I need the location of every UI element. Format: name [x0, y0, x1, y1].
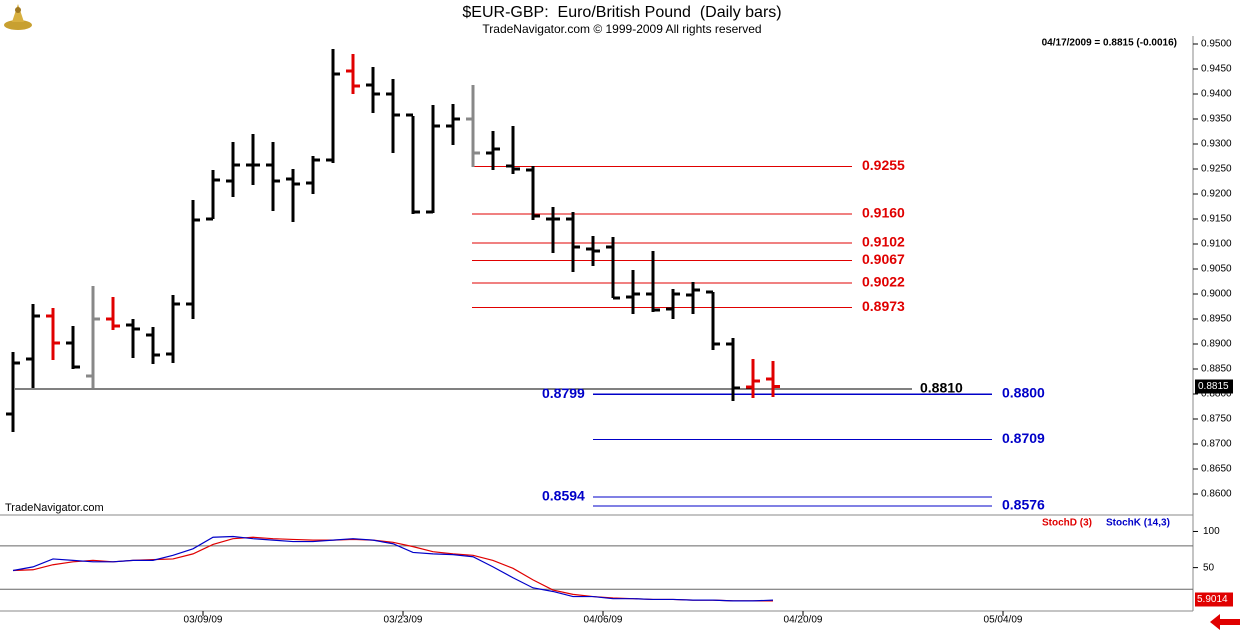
level-label: 0.9067 [862, 251, 905, 267]
y-tick-label: 0.9000 [1201, 289, 1232, 300]
x-tick-label: 03/09/09 [184, 615, 223, 626]
level-label: 0.8709 [1002, 430, 1045, 446]
level-label: 0.9102 [862, 234, 905, 250]
legend-label: StochD (3) [1042, 518, 1092, 529]
stoch-last-label: 5.9014 [1197, 594, 1228, 605]
y-tick-label: 50 [1203, 562, 1215, 573]
level-label: 0.8810 [920, 380, 963, 396]
last-price-box [1195, 379, 1233, 394]
y-tick-label: 0.9450 [1201, 64, 1232, 75]
level-label: 0.9255 [862, 157, 905, 173]
stoch-line [12, 535, 774, 602]
y-tick-label: 0.9350 [1201, 114, 1232, 125]
header-quote: 04/17/2009 = 0.8815 (-0.0016) [1042, 38, 1177, 49]
level-label: 0.8594 [542, 488, 585, 504]
chart-title: $EUR-GBP: Euro/British Pound (Daily bars… [462, 4, 781, 21]
level-label: 0.8799 [542, 385, 585, 401]
y-tick-label: 0.8600 [1201, 489, 1232, 500]
legend-label: StochK (14,3) [1106, 518, 1170, 529]
y-tick-label: 0.9500 [1201, 39, 1232, 50]
stoch-last-box [1195, 592, 1233, 607]
last-price-label: 0.8815 [1198, 381, 1229, 392]
y-tick-label: 100 [1203, 526, 1220, 537]
x-tick-label: 05/04/09 [984, 615, 1023, 626]
watermark: TradeNavigator.com [5, 502, 104, 514]
y-tick-label: 0.9400 [1201, 89, 1232, 100]
x-tick-label: 04/20/09 [784, 615, 823, 626]
logo [4, 4, 32, 30]
x-tick-label: 04/06/09 [584, 615, 623, 626]
level-label: 0.8973 [862, 298, 905, 314]
y-tick-label: 0.9050 [1201, 264, 1232, 275]
chart-subtitle: TradeNavigator.com © 1999-2009 All right… [482, 22, 761, 36]
y-tick-label: 0.8650 [1201, 464, 1232, 475]
y-tick-label: 0.9100 [1201, 239, 1232, 250]
y-tick-label: 0.8700 [1201, 439, 1232, 450]
y-tick-label: 0.8800 [1201, 389, 1232, 400]
scroll-arrow[interactable] [1210, 614, 1240, 630]
y-tick-label: 0.9200 [1201, 189, 1232, 200]
y-tick-label: 0.9300 [1201, 139, 1232, 150]
x-tick-label: 03/23/09 [384, 615, 423, 626]
y-tick-label: 0.8850 [1201, 364, 1232, 375]
level-label: 0.8576 [1002, 497, 1045, 513]
level-label: 0.9160 [862, 205, 905, 221]
level-label: 0.9022 [862, 274, 905, 290]
y-tick-label: 0.8750 [1201, 414, 1232, 425]
y-tick-label: 0.9250 [1201, 164, 1232, 175]
y-tick-label: 0.8950 [1201, 314, 1232, 325]
level-label: 0.8800 [1002, 385, 1045, 401]
y-tick-label: 0.9150 [1201, 214, 1232, 225]
y-tick-label: 0.8900 [1201, 339, 1232, 350]
